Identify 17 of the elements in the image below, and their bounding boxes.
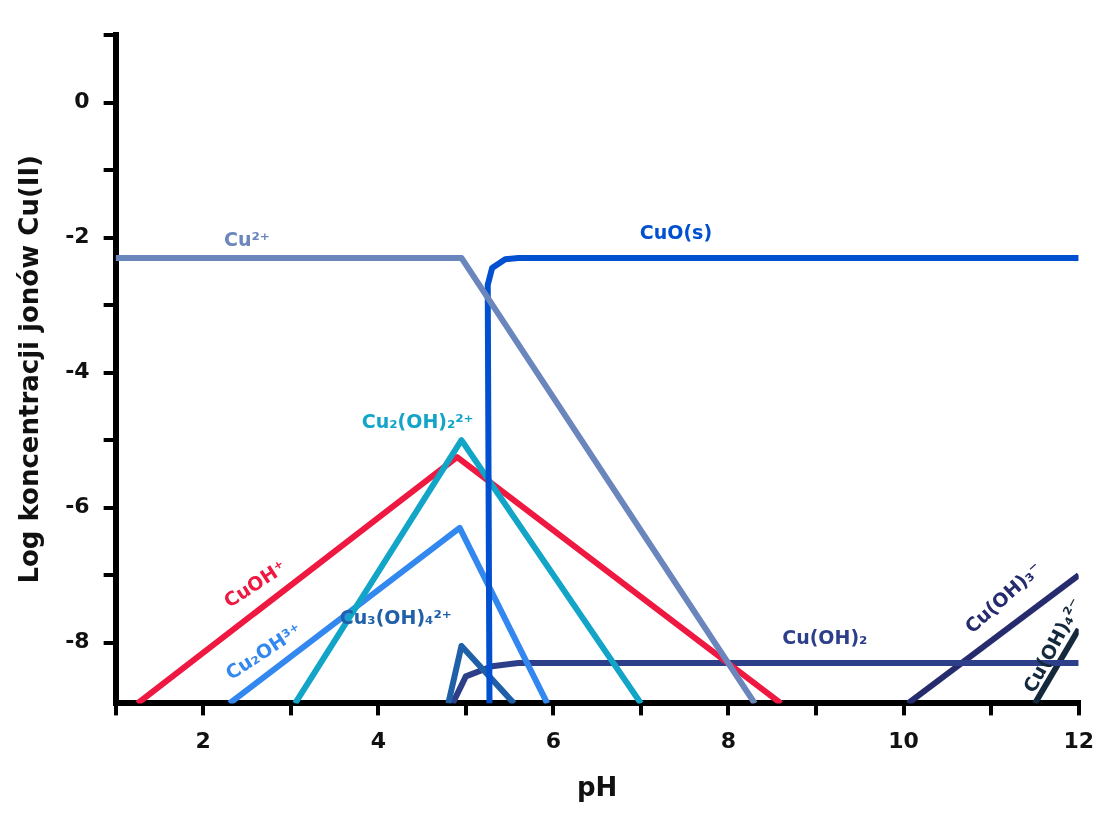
y-tick-label: 0 — [74, 88, 90, 114]
series-label: Cu(OH)₂ — [782, 626, 868, 649]
x-tick-label: 6 — [545, 728, 562, 754]
series-label: Cu₂(OH)₂²⁺ — [361, 410, 474, 433]
y-tick-label: -6 — [65, 493, 90, 519]
y-tick-label: -4 — [65, 358, 90, 384]
series-label: Cu²⁺ — [224, 228, 270, 250]
x-tick-label: 2 — [195, 728, 211, 754]
x-tick-label: 10 — [888, 728, 919, 754]
y-tick-label: -2 — [65, 223, 90, 249]
x-tick-label: 12 — [1063, 728, 1094, 754]
y-axis-title: Log koncentracji jonów Cu(II) — [14, 154, 45, 584]
x-tick-label: 4 — [370, 728, 386, 754]
series-label: CuO(s) — [639, 221, 713, 244]
x-axis-title: pH — [576, 772, 618, 803]
x-tick-label: 8 — [720, 728, 737, 754]
y-tick-label: -8 — [65, 628, 90, 654]
